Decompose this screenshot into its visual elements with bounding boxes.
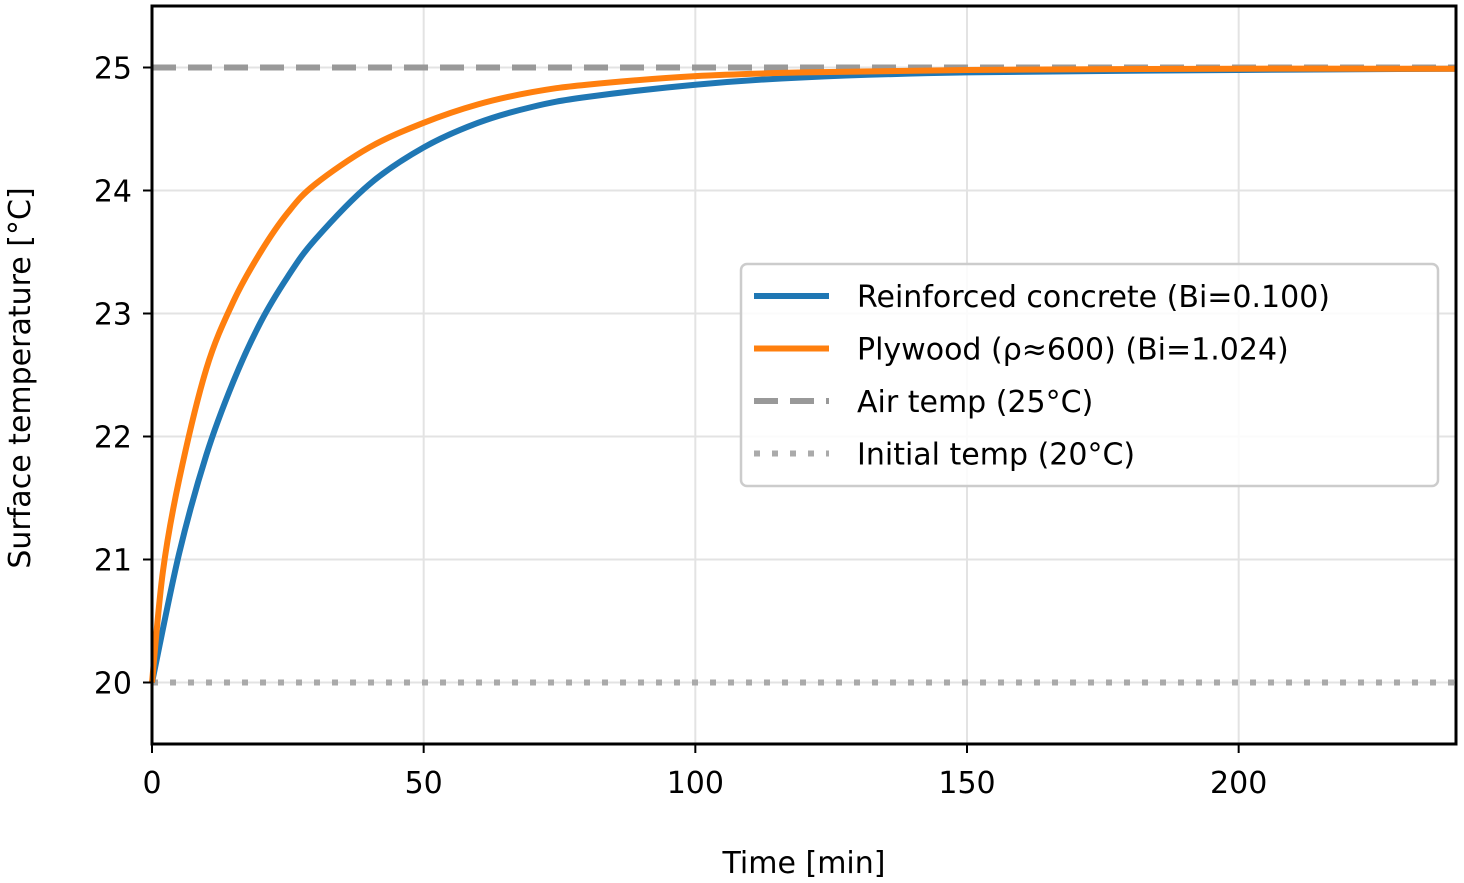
y-tick-label: 25 [94, 52, 132, 87]
x-tick-label: 200 [1210, 766, 1267, 801]
y-axis-title: Surface temperature [°C] [3, 187, 38, 568]
x-axis-title: Time [min] [722, 846, 886, 881]
x-tick-label: 0 [142, 766, 161, 801]
legend-label-3: Initial temp (20°C) [857, 438, 1135, 473]
x-tick-label: 100 [667, 766, 724, 801]
x-tick-label: 50 [405, 766, 443, 801]
series-line-1 [149, 65, 1457, 683]
legend-label-2: Air temp (25°C) [857, 385, 1093, 420]
series-layer [149, 64, 1457, 686]
legend-box [739, 262, 1440, 488]
plot-frame [150, 4, 1458, 746]
axis-ticks: 0 50 100 150 200 20 21 22 23 24 25 [94, 52, 1267, 802]
y-tick-label: 22 [94, 421, 132, 456]
legend: Reinforced concrete (Bi=0.100) Plywood (ρ… [739, 262, 1440, 488]
y-tick-label: 21 [94, 544, 132, 579]
x-tick-label: 150 [938, 766, 995, 801]
y-tick-label: 20 [94, 667, 132, 702]
legend-label-1: Plywood (ρ≈600) (Bi=1.024) [857, 333, 1289, 368]
y-tick-label: 23 [94, 298, 132, 333]
legend-label-0: Reinforced concrete (Bi=0.100) [857, 280, 1330, 315]
y-tick-label: 24 [94, 175, 132, 210]
